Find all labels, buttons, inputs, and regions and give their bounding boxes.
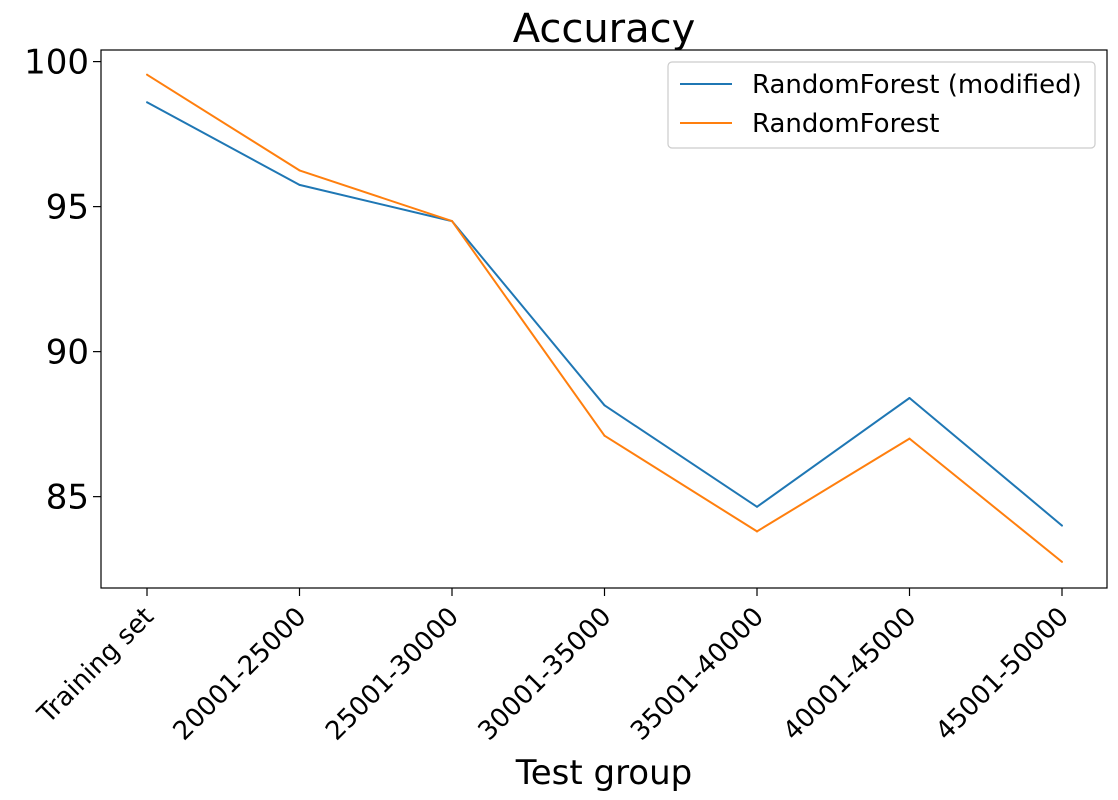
x-axis-label: Test group (515, 753, 693, 793)
data-point (451, 220, 453, 223)
data-point (1061, 524, 1063, 527)
data-point (908, 397, 911, 400)
chart-title: Accuracy (513, 6, 696, 52)
x-tick-label: 35001-40000 (625, 602, 770, 747)
plot-frame (100, 49, 1108, 589)
data-point (756, 530, 758, 533)
legend-box (667, 61, 1096, 149)
legend-label: RandomForest (752, 109, 939, 139)
y-tick-label: 85 (46, 478, 89, 518)
legend-label: RandomForest (modified) (752, 70, 1082, 100)
y-tick-label: 100 (24, 43, 89, 83)
data-point (603, 434, 606, 437)
x-tick-label: Training set (32, 602, 160, 730)
data-point (298, 169, 301, 172)
data-point (756, 505, 758, 508)
data-point (603, 404, 606, 407)
data-point (908, 437, 911, 440)
data-point (1061, 560, 1063, 563)
data-point (298, 183, 301, 186)
x-tick-label: 25001-30000 (320, 602, 465, 747)
x-tick-label: 30001-35000 (473, 602, 618, 747)
x-tick-label: 45001-50000 (930, 602, 1075, 747)
y-tick-label: 90 (46, 333, 89, 373)
x-tick-label: 40001-45000 (778, 602, 923, 747)
x-tick-label: 20001-25000 (168, 602, 313, 747)
data-point (146, 73, 148, 76)
data-point (146, 101, 148, 104)
legend: RandomForest (modified) RandomForest (667, 61, 1096, 149)
series-line-0 (146, 101, 1063, 527)
y-tick-label: 95 (46, 188, 89, 228)
